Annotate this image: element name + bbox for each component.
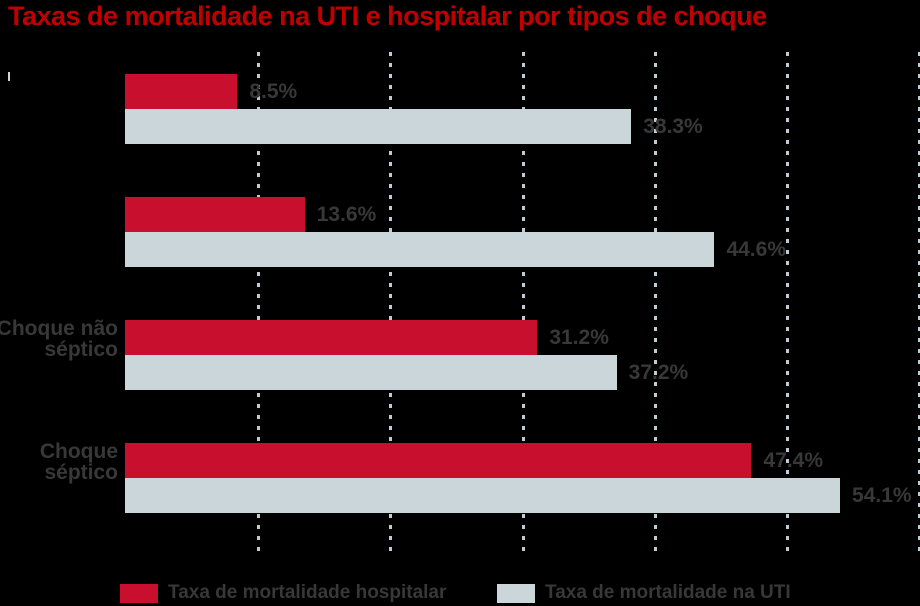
legend-item-icu: Taxa de mortalidade na UTI: [497, 583, 791, 603]
category-label-line1: Choque: [39, 440, 118, 463]
category-label: Choque não séptico: [0, 318, 118, 360]
bar-group-non-septic-shock: Choque não séptico 31.2% 37.2%: [0, 318, 918, 390]
bar-row: 47.4%: [125, 443, 918, 478]
bar-row: 54.1%: [125, 478, 918, 513]
gridline: [918, 52, 920, 558]
icu-mortality-bar: [125, 478, 841, 513]
hospital-mortality-bar: [125, 197, 305, 232]
value-label: 38.3%: [643, 114, 703, 138]
value-label: 44.6%: [726, 237, 786, 261]
legend-label: Taxa de mortalidade na UTI: [545, 582, 791, 603]
bar-row: 38.3%: [125, 109, 918, 144]
legend-label: Taxa de mortalidade hospitalar: [168, 582, 447, 603]
category-label: Choque séptico: [40, 441, 118, 483]
icu-mortality-bar: [125, 232, 715, 267]
bar-row: 44.6%: [125, 232, 918, 267]
gridline: [257, 52, 261, 558]
bar-group-septic-shock: Choque séptico 47.4% 54.1%: [40, 441, 918, 513]
stray-mark: [8, 72, 10, 81]
bar-row: 13.6%: [125, 197, 918, 232]
gridline: [653, 52, 657, 558]
bar-row: 37.2%: [125, 355, 918, 390]
value-label: 31.2%: [549, 325, 609, 349]
icu-mortality-bar: [125, 355, 617, 390]
value-label: 13.6%: [316, 202, 377, 226]
bar-row: 31.2%: [125, 320, 918, 355]
value-label: 47.4%: [763, 448, 824, 472]
category-label-line1: Choque não: [0, 317, 118, 340]
bar-row: 8.5%: [125, 74, 918, 109]
hospital-swatch-icon: [120, 583, 158, 603]
legend-item-hospital: Taxa de mortalidade hospitalar: [120, 583, 446, 603]
value-label: 54.1%: [852, 483, 912, 507]
hospital-mortality-bar: [125, 443, 752, 478]
hospital-mortality-bar: [125, 74, 238, 109]
plot-area: 8.5% 38.3% 13.6% 44.6% Choque não séptic…: [0, 52, 920, 558]
category-label-line2: séptico: [44, 461, 118, 484]
value-label: 37.2%: [628, 360, 689, 384]
category-label-line2: séptico: [44, 338, 118, 361]
icu-swatch-icon: [497, 583, 535, 603]
hospital-mortality-bar: [125, 320, 538, 355]
bar-group-2: 13.6% 44.6%: [125, 197, 918, 267]
legend: Taxa de mortalidade hospitalar Taxa de m…: [0, 583, 920, 603]
gridline: [785, 52, 789, 558]
gridline: [521, 52, 525, 558]
chart-title: Taxas de mortalidade na UTI e hospitalar…: [8, 1, 767, 31]
value-label: 8.5%: [249, 79, 298, 103]
bar-group-1: 8.5% 38.3%: [125, 74, 918, 144]
icu-mortality-bar: [125, 109, 632, 144]
gridline: [389, 52, 393, 558]
